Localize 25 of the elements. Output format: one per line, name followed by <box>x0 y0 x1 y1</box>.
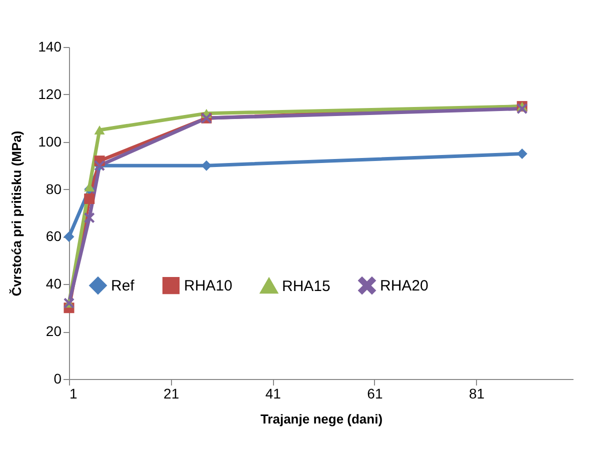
y-tick-label: 40 <box>46 276 62 292</box>
y-tick-label: 100 <box>38 133 62 150</box>
y-axis-title: Čvrstoća pri pritisku (MPa) <box>9 130 24 296</box>
x-tick-label: 1 <box>70 386 78 402</box>
point <box>64 231 74 242</box>
legend-label: RHA20 <box>380 278 428 295</box>
legend-label: RHA10 <box>184 278 232 295</box>
x-axis-title: Trajanje nege (dani) <box>260 412 383 426</box>
x-tick-label: 21 <box>164 386 180 402</box>
point <box>84 194 95 204</box>
x-tick-label: 41 <box>265 386 282 402</box>
y-tick-label: 0 <box>54 370 62 386</box>
legend-label: RHA15 <box>282 278 330 296</box>
point <box>201 160 212 171</box>
y-tick-label: 60 <box>46 228 62 244</box>
point <box>84 212 95 223</box>
point <box>516 148 528 159</box>
point <box>94 125 105 135</box>
y-tick-label: 80 <box>46 180 62 197</box>
legend-label: Ref <box>111 278 136 295</box>
x-tick-label: 61 <box>367 386 383 402</box>
y-tick-label: 120 <box>38 86 62 102</box>
y-tick-label: 20 <box>46 323 62 340</box>
y-tick-label: 140 <box>38 38 62 54</box>
x-tick-label: 81 <box>468 386 485 402</box>
